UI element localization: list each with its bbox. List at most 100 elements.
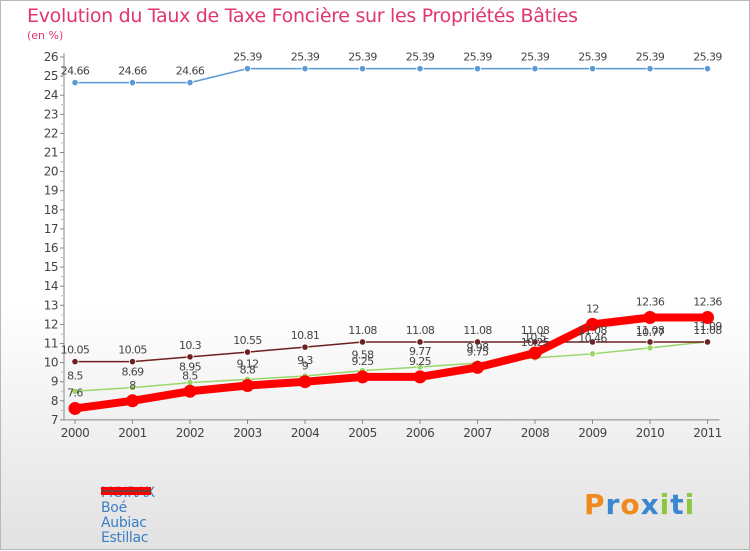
data-point-estillac	[186, 353, 194, 361]
data-point-moirax	[643, 311, 657, 325]
y-tick-label: 21	[44, 146, 58, 160]
y-tick-label: 18	[44, 203, 58, 217]
data-label-aubiac: 10.77	[636, 326, 665, 339]
chart-title: Evolution du Taux de Taxe Foncière sur l…	[27, 5, 578, 27]
data-label-moirax: 8.5	[182, 369, 198, 382]
data-point-bo	[646, 65, 654, 73]
x-tick-label: 2001	[118, 426, 147, 440]
y-tick-label: 8	[51, 394, 58, 408]
logo-letter: x	[640, 488, 660, 521]
data-point-bo	[128, 78, 137, 87]
data-label-moirax: 12.36	[636, 296, 665, 309]
data-point-moirax	[183, 384, 197, 398]
data-label-bo: 25.39	[233, 51, 262, 64]
y-tick-label: 7	[51, 413, 58, 427]
data-label-estillac: 11.08	[406, 324, 435, 337]
data-point-moirax	[298, 375, 312, 389]
data-label-aubiac: 8.69	[121, 366, 144, 379]
data-label-estillac: 11.08	[521, 324, 550, 337]
data-point-aubiac	[588, 350, 597, 358]
data-label-estillac: 10.3	[179, 339, 202, 352]
x-tick-label: 2010	[636, 426, 665, 440]
data-point-estillac	[588, 338, 597, 346]
y-tick-label: 16	[44, 241, 58, 255]
data-point-moirax	[701, 311, 714, 325]
series-line-estillac	[74, 341, 709, 363]
logo-letter: r	[605, 488, 621, 521]
data-label-moirax: 12.36	[693, 296, 722, 309]
logo-letter: i	[659, 488, 671, 521]
legend-swatch-estillac	[101, 490, 151, 492]
logo-letter: i	[684, 488, 696, 521]
series-line-bo	[74, 67, 709, 84]
data-point-bo	[531, 65, 539, 73]
x-tick-label: 2004	[291, 426, 320, 440]
data-label-aubiac: 9.98	[466, 341, 489, 354]
data-label-aubiac: 11.09	[693, 320, 722, 333]
data-point-bo	[473, 65, 482, 73]
y-tick-label: 22	[44, 126, 58, 140]
data-label-moirax: 7.6	[67, 386, 83, 399]
data-point-bo	[186, 78, 194, 87]
y-tick-label: 24	[44, 88, 58, 102]
data-point-estillac	[416, 338, 424, 346]
y-tick-label: 12	[44, 317, 58, 331]
data-point-moirax	[126, 394, 139, 408]
data-point-bo	[703, 65, 712, 73]
data-point-aubiac	[128, 384, 137, 392]
data-label-bo: 25.39	[578, 51, 607, 64]
data-point-estillac	[358, 338, 367, 346]
data-point-moirax	[471, 360, 484, 374]
data-label-aubiac: 10.25	[521, 336, 550, 349]
data-point-estillac	[243, 348, 252, 356]
data-point-moirax	[68, 401, 82, 415]
data-point-estillac	[646, 338, 654, 346]
chart-legend: MOIRAX Boé Aubiac Estillac	[101, 485, 155, 546]
data-label-estillac: 10.55	[233, 334, 262, 347]
data-label-bo: 25.39	[291, 51, 320, 64]
data-point-estillac	[301, 343, 309, 351]
data-label-aubiac: 9.3	[297, 354, 313, 367]
series-line-aubiac	[74, 341, 709, 392]
data-point-bo	[358, 65, 367, 73]
y-tick-label: 17	[44, 222, 58, 236]
data-label-bo: 24.66	[176, 65, 205, 78]
data-label-aubiac: 8.95	[179, 361, 202, 374]
x-tick-label: 2009	[578, 426, 607, 440]
data-point-bo	[301, 65, 309, 73]
data-label-moirax: 9	[302, 360, 309, 373]
y-tick-label: 25	[44, 69, 58, 83]
y-tick-label: 10	[44, 356, 58, 370]
proxiti-logo: Proxiti	[584, 488, 695, 521]
y-tick-label: 19	[44, 184, 58, 198]
data-label-moirax: 8	[129, 379, 136, 392]
data-label-aubiac: 10.46	[578, 332, 607, 345]
y-tick-label: 13	[44, 298, 58, 312]
legend-label-aubiac: Aubiac	[101, 514, 147, 531]
data-point-moirax	[528, 346, 542, 360]
legend-label-boe: Boé	[101, 499, 127, 516]
data-label-estillac: 11.08	[463, 324, 492, 337]
data-label-estillac: 11.08	[578, 324, 607, 337]
x-tick-label: 2008	[521, 426, 550, 440]
data-label-bo: 24.66	[61, 65, 90, 78]
data-point-estillac	[473, 338, 482, 346]
data-label-bo: 25.39	[463, 51, 492, 64]
legend-item-estillac: Estillac	[101, 490, 155, 546]
logo-letter: o	[620, 488, 641, 521]
y-tick-label: 11	[44, 337, 58, 351]
data-label-moirax: 12	[586, 302, 599, 315]
data-label-aubiac: 9.77	[409, 345, 432, 358]
data-point-aubiac	[416, 363, 424, 371]
data-point-estillac	[71, 358, 79, 366]
data-point-estillac	[703, 338, 712, 346]
legend-label-estillac: Estillac	[101, 529, 149, 546]
data-label-aubiac: 9.12	[236, 357, 258, 370]
data-label-bo: 25.39	[636, 51, 665, 64]
data-point-moirax	[413, 370, 427, 384]
data-point-aubiac	[646, 344, 654, 352]
data-label-moirax: 9.25	[409, 355, 432, 368]
x-tick-label: 2011	[693, 426, 722, 440]
